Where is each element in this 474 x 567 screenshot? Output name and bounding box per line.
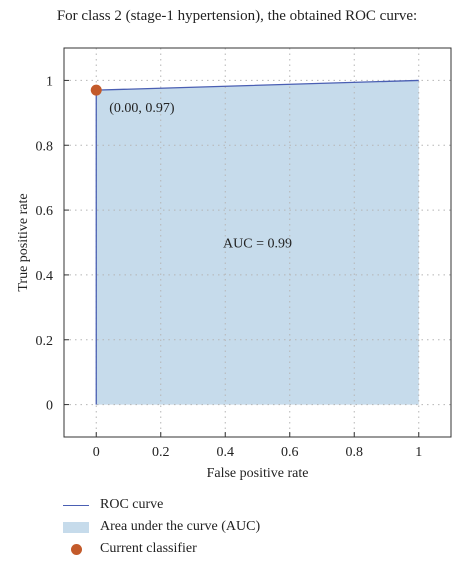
plot-frame xyxy=(63,47,452,438)
y-tick-label-0: 0 xyxy=(46,399,53,414)
y-axis-label: True positive rate xyxy=(16,193,31,291)
y-tick-label-2: 0.4 xyxy=(36,269,54,284)
x-axis-label: False positive rate xyxy=(207,466,309,481)
x-tick-label-3: 0.6 xyxy=(281,445,299,460)
legend-label-current-classifier: Current classifier xyxy=(100,541,197,556)
roc-line-swatch xyxy=(62,504,90,506)
legend-item-roc-curve: ROC curve xyxy=(62,494,260,516)
chart-title: For class 2 (stage-1 hypertension), the … xyxy=(56,8,418,24)
roc-plot: 0 0.2 0.4 0.6 0.8 1 0 0.2 0.4 0.6 0.8 1 (0.00, 0.97)… xyxy=(16,47,452,481)
auc-area xyxy=(96,80,419,405)
legend-item-auc-area: Area under the curve (AUC) xyxy=(62,516,260,538)
legend-item-current-classifier: Current classifier xyxy=(62,538,260,560)
y-tick-label-1: 0.2 xyxy=(36,334,54,349)
classifier-dot-swatch xyxy=(62,543,90,555)
x-tick-label-1: 0.2 xyxy=(152,445,170,460)
y-tick-label-5: 1 xyxy=(46,74,53,89)
current-classifier-point xyxy=(90,84,102,96)
auc-area-swatch xyxy=(62,521,90,533)
x-tick-label-0: 0 xyxy=(93,445,100,460)
y-tick-label-4: 0.8 xyxy=(36,139,54,154)
legend: ROC curve Area under the curve (AUC) Cur… xyxy=(62,494,260,560)
classifier-point-label: (0.00, 0.97) xyxy=(109,101,175,116)
auc-annotation: AUC = 0.99 xyxy=(223,237,292,252)
legend-label-roc-curve: ROC curve xyxy=(100,497,164,512)
x-tick-label-4: 0.8 xyxy=(346,445,364,460)
x-tick-label-5: 1 xyxy=(415,445,422,460)
x-tick-label-2: 0.4 xyxy=(217,445,235,460)
y-tick-label-3: 0.6 xyxy=(36,204,54,219)
legend-label-auc-area: Area under the curve (AUC) xyxy=(100,519,261,534)
